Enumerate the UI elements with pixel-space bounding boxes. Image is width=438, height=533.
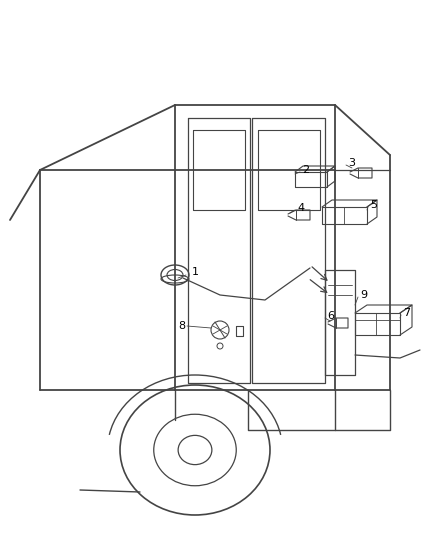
Text: 8: 8 xyxy=(178,321,185,331)
Text: 7: 7 xyxy=(403,308,410,318)
Text: 3: 3 xyxy=(348,158,355,168)
Text: 4: 4 xyxy=(297,203,304,213)
Text: 1: 1 xyxy=(192,267,199,277)
Text: 6: 6 xyxy=(327,311,334,321)
Text: 2: 2 xyxy=(302,165,309,175)
Text: 9: 9 xyxy=(360,290,367,300)
Text: 5: 5 xyxy=(370,200,377,210)
